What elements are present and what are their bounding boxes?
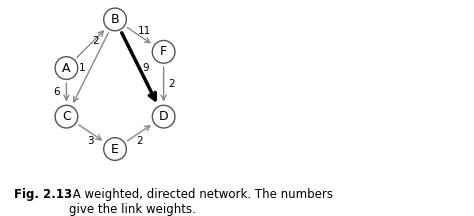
Text: A: A bbox=[62, 62, 71, 75]
Text: A weighted, directed network. The numbers
give the link weights.: A weighted, directed network. The number… bbox=[69, 188, 333, 216]
Text: C: C bbox=[62, 110, 71, 123]
Text: 2: 2 bbox=[92, 35, 99, 46]
Text: 2: 2 bbox=[168, 79, 175, 89]
Text: F: F bbox=[160, 45, 167, 58]
Circle shape bbox=[104, 8, 127, 31]
Circle shape bbox=[152, 41, 175, 63]
Text: E: E bbox=[111, 143, 119, 156]
Circle shape bbox=[152, 105, 175, 128]
Text: 6: 6 bbox=[54, 87, 60, 97]
Text: 1: 1 bbox=[79, 63, 86, 73]
Circle shape bbox=[55, 105, 78, 128]
Text: Fig. 2.13: Fig. 2.13 bbox=[14, 188, 73, 201]
Circle shape bbox=[104, 138, 127, 160]
Circle shape bbox=[55, 57, 78, 79]
Text: 11: 11 bbox=[137, 26, 151, 36]
Text: 2: 2 bbox=[136, 136, 143, 146]
Text: D: D bbox=[159, 110, 168, 123]
Text: B: B bbox=[111, 13, 119, 26]
Text: 9: 9 bbox=[143, 63, 149, 73]
Text: 3: 3 bbox=[87, 136, 94, 146]
